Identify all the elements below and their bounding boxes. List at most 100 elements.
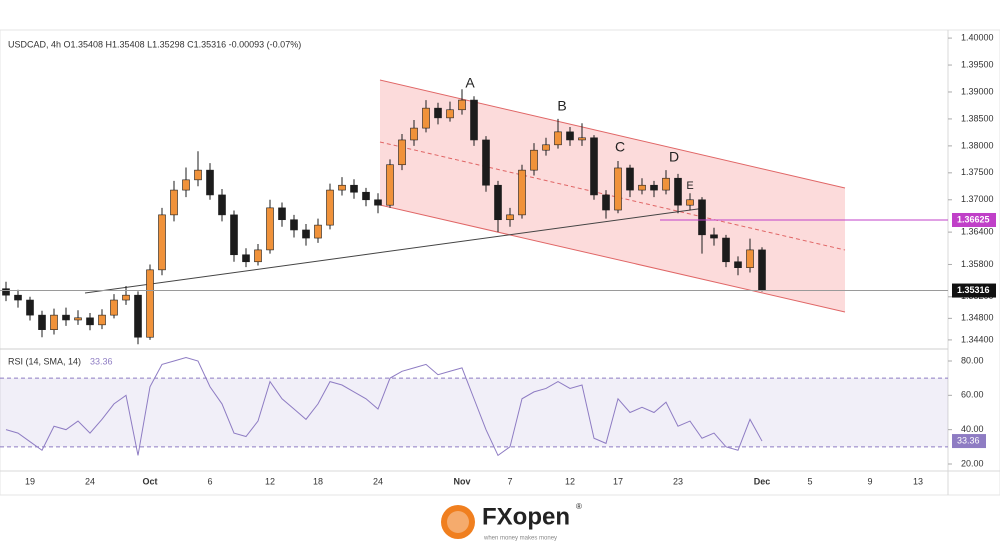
y-tick-label: 1.35800	[961, 259, 994, 269]
x-tick-label: Oct	[142, 476, 157, 486]
wave-label: A	[465, 75, 475, 91]
candle-body	[422, 107, 430, 129]
x-tick-label: 19	[25, 476, 35, 486]
rsi-current: 33.36	[90, 356, 113, 366]
candle-body	[350, 184, 358, 193]
x-tick-label: 6	[207, 476, 212, 486]
candle-body	[506, 214, 514, 221]
candle-body	[218, 194, 226, 216]
candle-body	[554, 131, 562, 146]
candle-body	[614, 167, 622, 211]
candle-body	[14, 294, 22, 301]
x-tick-label: 17	[613, 476, 623, 486]
y-tick-label: 1.34400	[961, 334, 994, 344]
candle-body	[194, 169, 202, 181]
rsi-title: RSI (14, SMA, 14)	[8, 356, 81, 366]
candle-body	[374, 199, 382, 206]
x-tick-label: 7	[507, 476, 512, 486]
candle-body	[470, 99, 478, 141]
brand-icon	[441, 505, 475, 539]
x-tick-label: 5	[807, 476, 812, 486]
channel-mid	[379, 141, 846, 251]
level-tag	[952, 212, 996, 227]
candle-body	[266, 207, 274, 251]
candle-body	[662, 177, 670, 191]
y-tick-label: 80.00	[961, 355, 984, 365]
candle-body	[110, 299, 118, 316]
candle-body	[686, 199, 694, 206]
candle-body	[518, 169, 526, 216]
x-tick-label: 24	[373, 476, 383, 486]
brand: FXopen ® when money makes money	[441, 502, 582, 542]
candle-body	[758, 249, 766, 291]
candle-body	[146, 269, 154, 338]
candle-body	[446, 109, 454, 119]
candle-body	[710, 234, 718, 239]
y-tick-label: 40.00	[961, 424, 984, 434]
candle-body	[242, 254, 250, 263]
x-tick-label: 13	[913, 476, 923, 486]
candle-body	[158, 214, 166, 271]
y-tick-label: 20.00	[961, 458, 984, 468]
candle-body	[434, 107, 442, 119]
y-tick-label: 1.40000	[961, 32, 994, 42]
candle-body	[302, 229, 310, 239]
candle-body	[650, 184, 658, 191]
y-tick-label: 1.38000	[961, 140, 994, 150]
channel-upper	[379, 79, 846, 189]
candle-body	[182, 179, 190, 191]
x-tick-label: Nov	[453, 476, 470, 486]
candle-body	[170, 189, 178, 216]
candle-body	[86, 317, 94, 326]
level-label: 1.36625	[957, 214, 990, 224]
candle-body	[362, 191, 370, 201]
candle-body	[206, 169, 214, 196]
channel-lower	[379, 204, 846, 313]
x-tick-label: 9	[867, 476, 872, 486]
candle-body	[62, 314, 70, 321]
x-tick-label: 12	[565, 476, 575, 486]
y-tick-label: 60.00	[961, 390, 984, 400]
candle-body	[398, 139, 406, 166]
candle-body	[134, 294, 142, 338]
y-tick-label: 1.39500	[961, 59, 994, 69]
x-tick-label: 12	[265, 476, 275, 486]
candle-body	[578, 137, 586, 141]
candle-body	[98, 314, 106, 326]
candle-body	[338, 184, 346, 191]
candle-body	[530, 149, 538, 171]
candle-body	[734, 261, 742, 268]
y-tick-label: 1.36400	[961, 226, 994, 236]
candle-body	[722, 237, 730, 263]
rsi-tag	[952, 434, 986, 449]
candle-body	[602, 194, 610, 211]
brand-mark: ®	[576, 502, 582, 511]
candle-body	[626, 167, 634, 191]
brand-name: FXopen	[482, 503, 570, 530]
candle-body	[290, 219, 298, 231]
wave-label: E	[686, 180, 693, 192]
rsi-tag-label: 33.36	[957, 435, 980, 445]
candle-body	[494, 184, 502, 221]
brand-icon-inner	[447, 511, 469, 533]
candle-body	[38, 314, 46, 330]
candle-body	[326, 189, 334, 226]
candle-body	[674, 177, 682, 206]
candle-body	[458, 99, 466, 111]
wave-label: B	[557, 98, 566, 114]
x-tick-label: 24	[85, 476, 95, 486]
candle-body	[590, 137, 598, 196]
wave-label: C	[615, 139, 625, 155]
candle-body	[746, 249, 754, 268]
brand-tagline: when money makes money	[483, 536, 557, 542]
y-tick-label: 1.39000	[961, 86, 994, 96]
last-price-tag	[952, 283, 996, 298]
candle-body	[2, 288, 10, 296]
y-tick-label: 1.38500	[961, 113, 994, 123]
rsi-line	[5, 357, 763, 457]
y-tick-label: 1.37500	[961, 167, 994, 177]
wave-label: D	[669, 149, 679, 165]
candle-body	[314, 224, 322, 239]
